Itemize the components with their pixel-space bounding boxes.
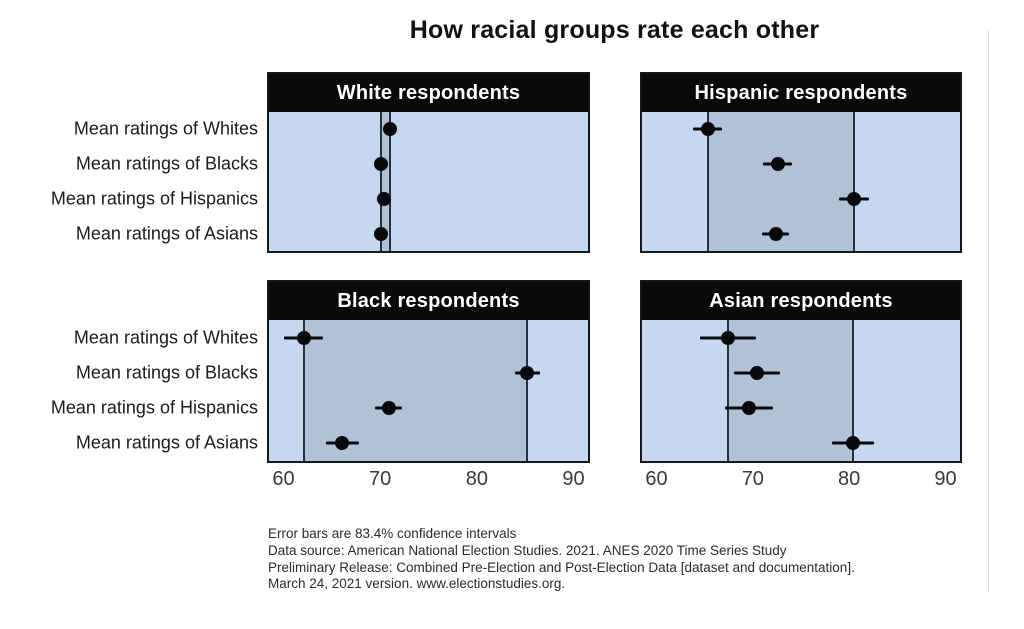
mean-dot (381, 401, 396, 416)
mean-dot (749, 365, 764, 380)
mean-dot (377, 191, 392, 206)
y-axis-label: Mean ratings of Hispanics (50, 397, 258, 418)
plot-area-asian (642, 320, 960, 461)
reference-line (302, 320, 305, 461)
panel-black-respondents: Black respondents (267, 280, 590, 463)
y-axis-label: Mean ratings of Asians (75, 432, 258, 453)
x-tick-label: 60 (272, 468, 295, 490)
reference-line (852, 320, 855, 461)
y-axis-label: Mean ratings of Asians (75, 223, 258, 244)
mean-dot (382, 122, 397, 137)
panel-white-respondents: White respondents (267, 72, 590, 253)
panel-header-white: White respondents (269, 74, 588, 112)
x-tick-label: 90 (562, 468, 585, 490)
footnote-line: Preliminary Release: Combined Pre-Electi… (268, 559, 855, 575)
mean-dot (770, 157, 785, 172)
mean-dot (374, 157, 389, 172)
mean-dot (335, 436, 350, 451)
y-axis-labels-top-row: Mean ratings of Whites Mean ratings of Bl… (0, 112, 258, 251)
x-tick-label: 70 (369, 468, 392, 490)
mean-dot (374, 226, 389, 241)
chart-title: How racial groups rate each other (409, 16, 820, 44)
mean-dot (520, 365, 535, 380)
y-axis-label: Mean ratings of Blacks (75, 362, 258, 383)
range-band (381, 112, 390, 251)
reference-line (380, 112, 383, 251)
mean-dot (741, 401, 756, 416)
footnote-line: Data source: American National Election … (268, 542, 787, 558)
panel-asian-respondents: Asian respondents (640, 280, 962, 463)
panel-header-hispanic: Hispanic respondents (642, 74, 960, 112)
reference-line (388, 112, 391, 251)
panel-header-black: Black respondents (269, 282, 588, 320)
mean-dot (768, 226, 783, 241)
source-footnotes: Error bars are 83.4% confidence interval… (268, 526, 968, 593)
mean-dot (296, 330, 311, 345)
footnote-line: Error bars are 83.4% confidence interval… (268, 526, 517, 541)
reference-line (853, 112, 855, 251)
mean-dot (700, 122, 715, 137)
range-band (727, 320, 854, 461)
x-axis-left-panel: 60 70 80 90 (269, 468, 588, 494)
plot-area-black (269, 320, 588, 461)
y-axis-labels-bottom-row: Mean ratings of Whites Mean ratings of Bl… (0, 320, 258, 461)
x-tick-label: 80 (465, 468, 488, 490)
x-tick-label: 80 (838, 468, 861, 490)
x-tick-label: 60 (645, 468, 668, 490)
plot-area-hispanic (642, 112, 960, 251)
y-axis-label: Mean ratings of Blacks (75, 153, 258, 174)
panel-hispanic-respondents: Hispanic respondents (640, 72, 962, 253)
y-axis-label: Mean ratings of Whites (73, 327, 258, 348)
footnote-line: March 24, 2021 version. www.electionstud… (268, 576, 566, 592)
panel-header-asian: Asian respondents (642, 282, 960, 320)
y-axis-label: Mean ratings of Hispanics (50, 188, 258, 209)
reference-line (706, 112, 709, 251)
x-tick-label: 70 (741, 468, 764, 490)
reference-line (726, 320, 729, 461)
y-axis-label: Mean ratings of Whites (73, 118, 258, 139)
mean-dot (847, 191, 861, 206)
mean-dot (720, 330, 735, 345)
plot-area-white (269, 112, 588, 251)
image-edge-divider (988, 30, 989, 592)
x-axis-right-panel: 60 70 80 90 (642, 468, 960, 494)
x-tick-label: 90 (934, 468, 957, 490)
mean-dot (846, 436, 861, 451)
reference-line (526, 320, 529, 461)
